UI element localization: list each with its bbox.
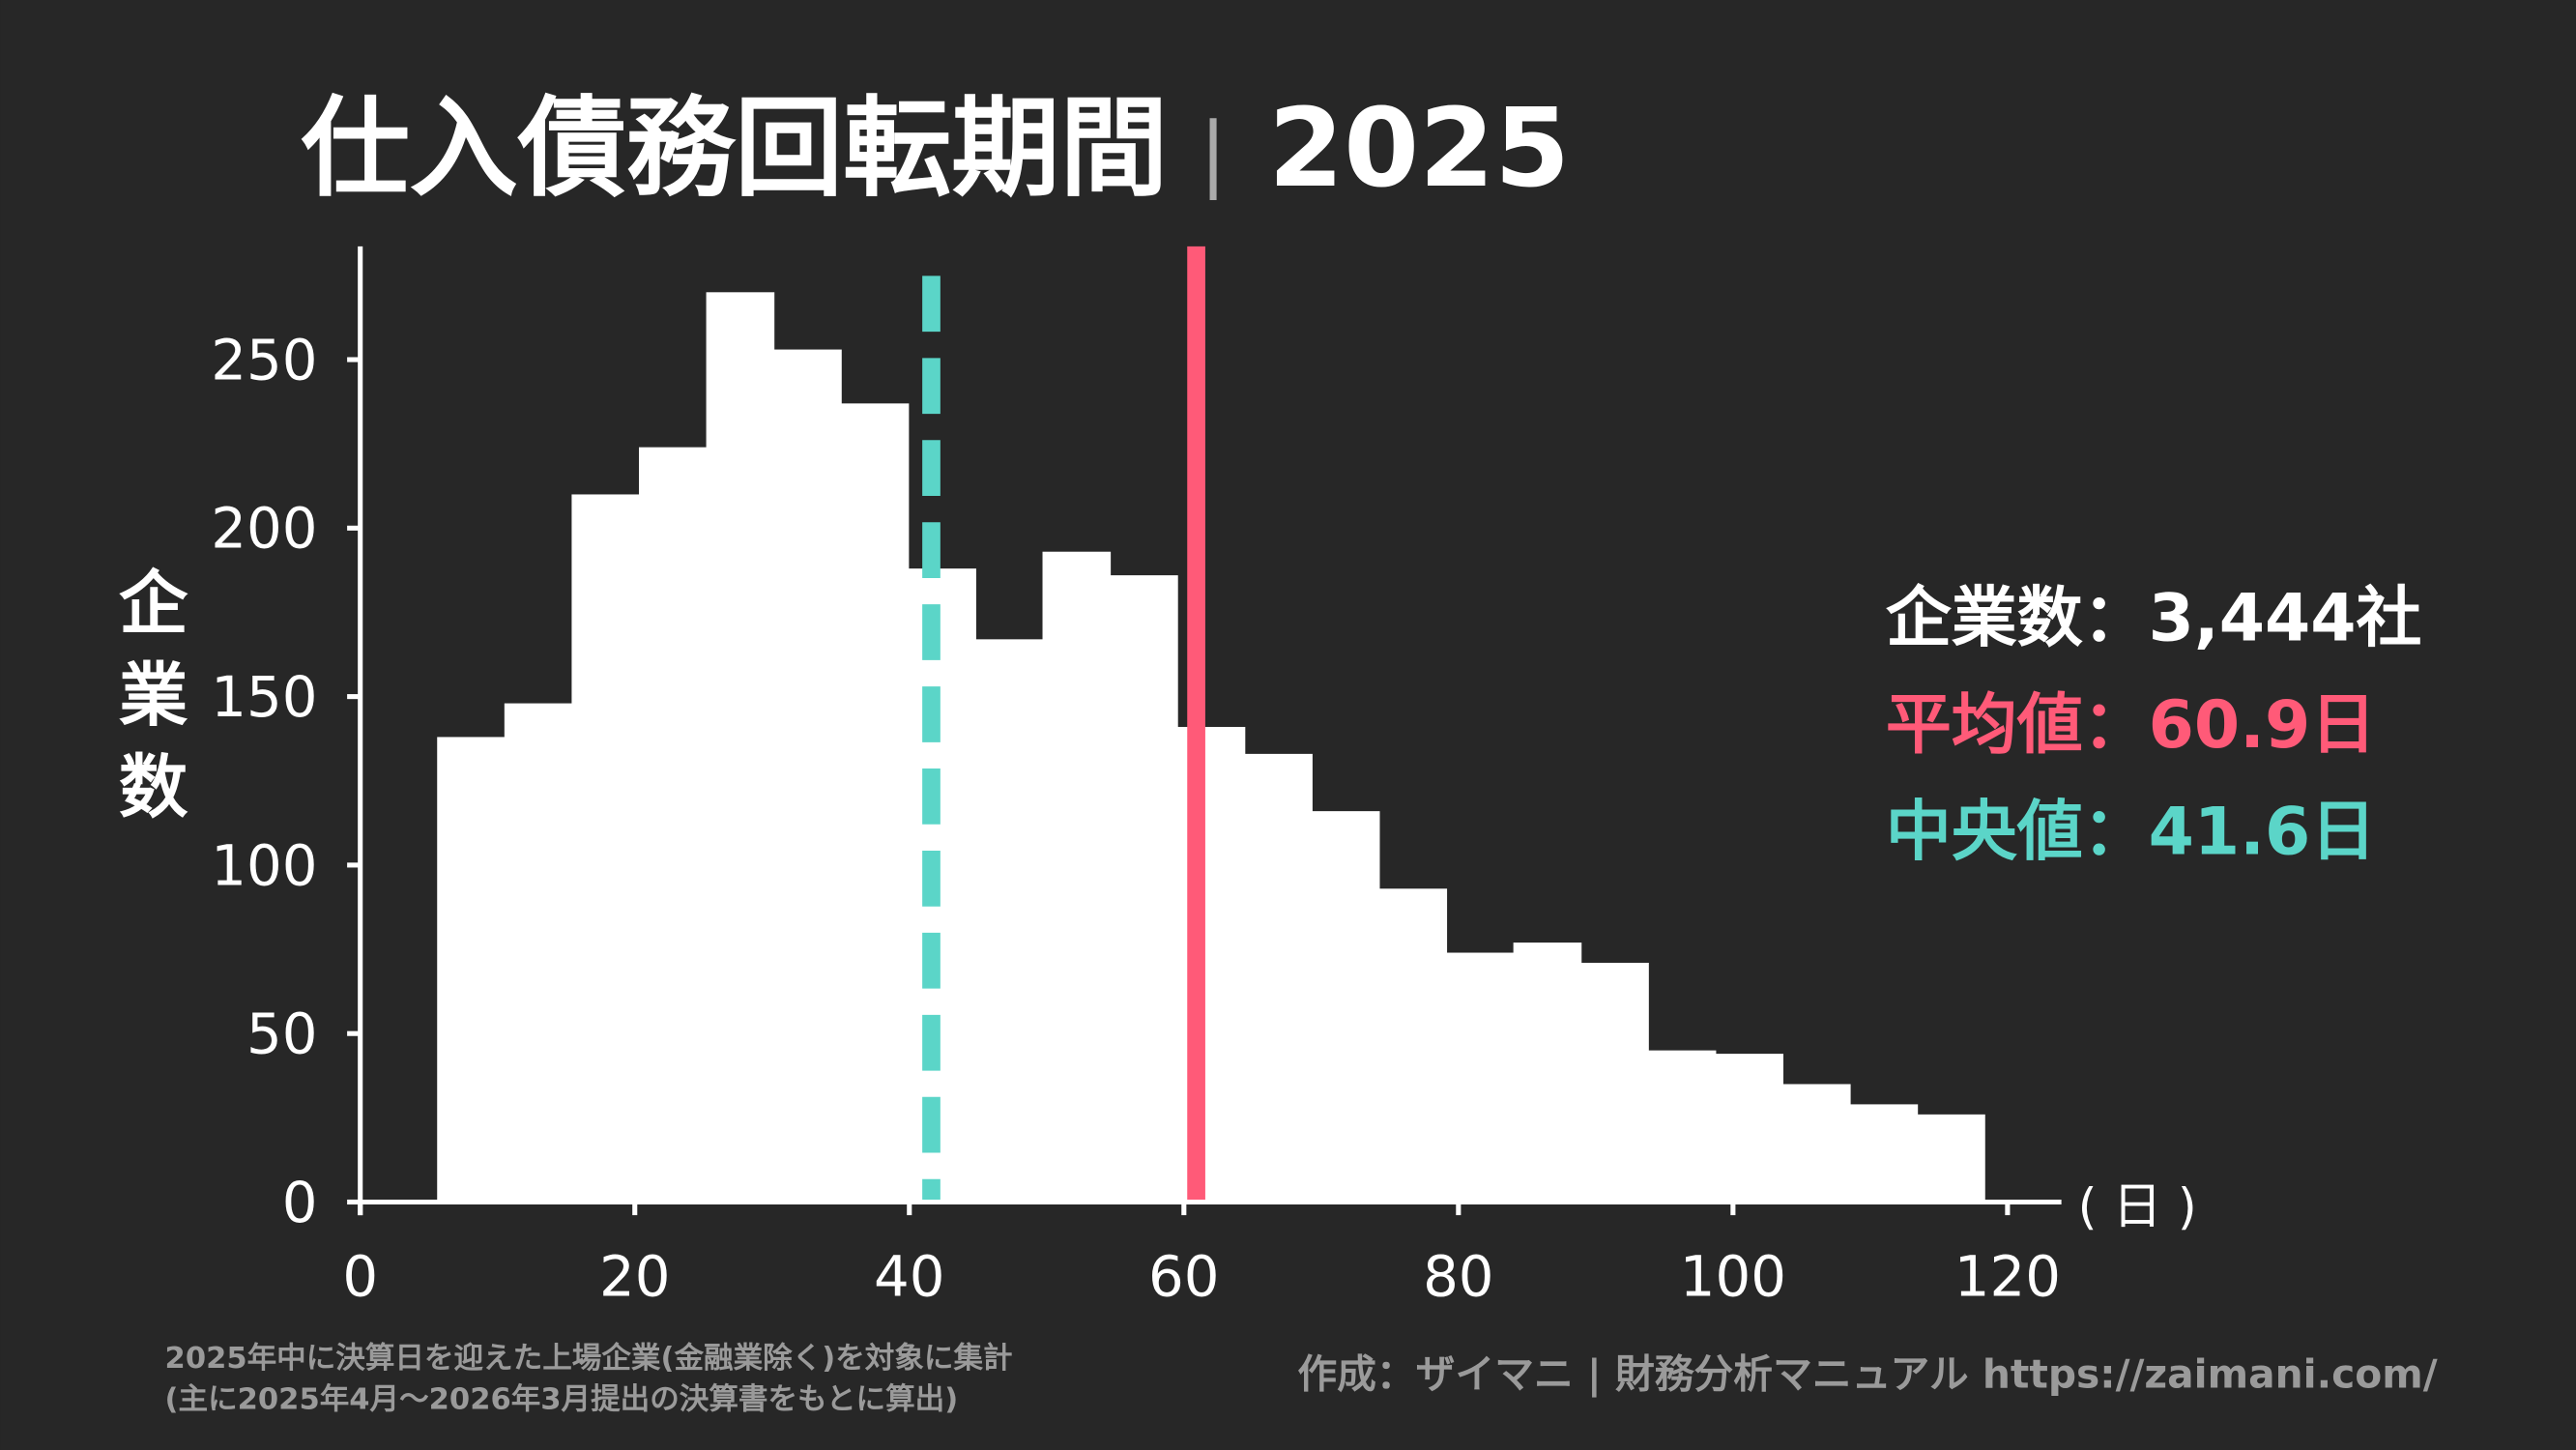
x-axis-unit: ( 日 ) (2078, 1179, 2197, 1236)
x-tick-label: 80 (1423, 1243, 1494, 1309)
median-value: 41.6日 (2149, 794, 2377, 870)
histogram-bar (1446, 952, 1515, 1203)
count-sep: ： (2083, 581, 2149, 657)
stat-count: 企業数：3,444社 (1886, 581, 2422, 657)
histogram-bar (1715, 1054, 1784, 1203)
chart-title: 仕入債務回転期間 (302, 86, 1169, 212)
x-tick-label: 120 (1954, 1243, 2061, 1309)
median-label: 中央値 (1886, 794, 2083, 870)
histogram-bar (840, 403, 910, 1203)
x-tick-label: 100 (1680, 1243, 1786, 1309)
histogram-bar (1513, 942, 1582, 1203)
histogram-bar (1042, 551, 1112, 1203)
mean-label: 平均値 (1886, 687, 2083, 764)
footer-note-line2: (主に2025年4月〜2026年3月提出の決算書をもとに算出) (165, 1382, 959, 1417)
stat-median: 中央値：41.6日 (1886, 794, 2376, 870)
histogram-bar (908, 568, 976, 1203)
y-axis-label: 企業数 (119, 564, 188, 827)
stat-mean: 平均値：60.9日 (1886, 687, 2376, 764)
histogram-bar (974, 639, 1044, 1203)
histogram-bar (1849, 1104, 1919, 1203)
axes-group: 0 50 100 150 200 250 0 20 40 60 80 100 120 (211, 246, 2062, 1309)
histogram-bar (1647, 1050, 1717, 1203)
stats-panel: 企業数：3,444社 平均値：60.9日 中央値：41.6日 (1886, 581, 2422, 871)
x-tick-label: 40 (874, 1243, 945, 1309)
histogram-bar (1917, 1114, 1985, 1203)
histogram-bar (437, 737, 506, 1203)
histogram-bar (1580, 962, 1649, 1203)
footer-note-line1: 2025年中に決算日を迎えた上場企業(金融業除く)を対象に集計 (165, 1341, 1013, 1376)
chart-year: 2025 (1268, 86, 1570, 212)
y-tick-label: 0 (282, 1170, 318, 1235)
histogram-bar (504, 703, 573, 1203)
x-tick-label: 0 (342, 1243, 378, 1309)
bars-group (437, 246, 1985, 1203)
x-tick-label: 20 (599, 1243, 671, 1309)
histogram-bar (1781, 1084, 1851, 1203)
histogram-bar (1110, 575, 1178, 1203)
mean-sep: ： (2083, 687, 2149, 764)
histogram-bar (638, 447, 708, 1203)
footer-credit: 作成：ザイマニ | 財務分析マニュアル https://zaimani.com/ (1297, 1350, 2437, 1398)
count-label: 企業数 (1886, 581, 2083, 657)
x-tick-label: 60 (1148, 1243, 1220, 1309)
histogram-bar (706, 292, 775, 1203)
histogram-bar (1244, 753, 1313, 1203)
y-tick-label: 100 (211, 832, 317, 898)
histogram-bar (1311, 811, 1380, 1203)
y-tick-label: 250 (211, 327, 317, 392)
y-tick-label: 50 (246, 1001, 318, 1067)
histogram-bar (571, 494, 641, 1203)
count-value: 3,444社 (2149, 581, 2422, 657)
title-separator: | (1200, 105, 1228, 201)
mean-value: 60.9日 (2149, 687, 2377, 764)
y-tick-label: 150 (211, 664, 317, 730)
y-tick-label: 200 (211, 496, 317, 562)
histogram-bar (1378, 888, 1448, 1203)
histogram-bar (773, 349, 842, 1203)
median-sep: ： (2083, 794, 2149, 870)
